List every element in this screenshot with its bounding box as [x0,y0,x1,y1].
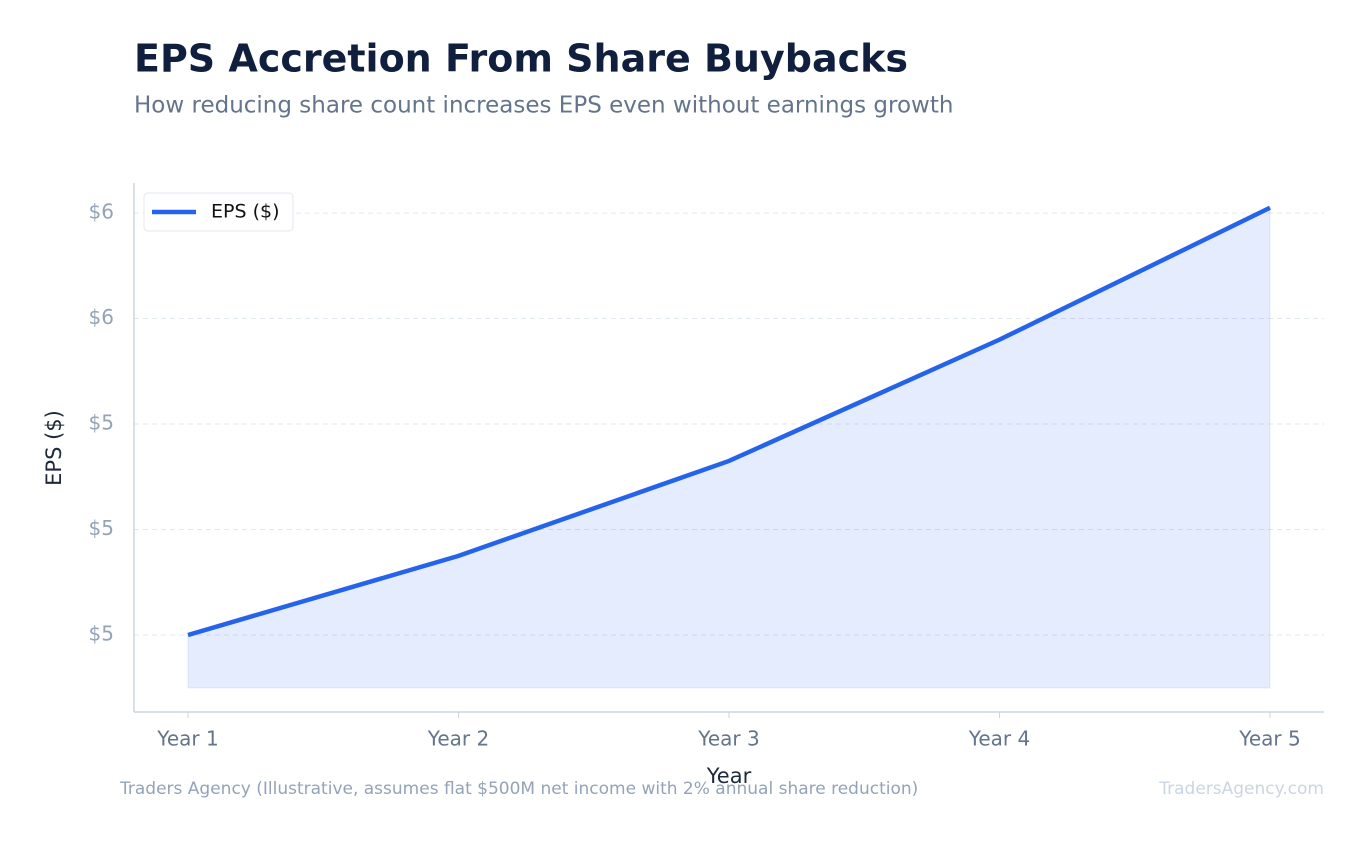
chart-subtitle: How reducing share count increases EPS e… [134,93,953,119]
chart-title: EPS Accretion From Share Buybacks [134,37,908,81]
y-axis-label: EPS ($) [42,410,66,486]
y-tick-label: $5 [89,516,114,540]
y-tick-label: $5 [89,411,114,435]
source-note: Traders Agency (Illustrative, assumes fl… [119,779,918,799]
y-tick-label: $6 [89,200,114,224]
x-tick-label: Year 4 [968,727,1030,751]
x-axis-label: Year [706,764,752,788]
area [187,206,1271,689]
y-tick-label: $5 [89,621,114,645]
watermark: TradersAgency.com [1158,779,1324,799]
legend-box [143,192,294,232]
x-tick-label: Year 1 [156,727,218,751]
line [187,205,1271,638]
y-tick-label: $6 [89,305,114,329]
x-tick-label: Year 2 [427,727,489,751]
legend-label: EPS ($) [211,201,279,223]
x-tick-label: Year 5 [1238,727,1300,751]
x-tick-label: Year 3 [697,727,759,751]
